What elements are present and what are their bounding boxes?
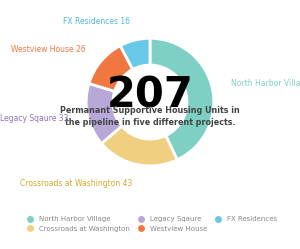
Wedge shape (86, 83, 122, 143)
Text: Permanant Supportive Housing Units in
the pipeline in five different projects.: Permanant Supportive Housing Units in th… (60, 106, 240, 126)
Text: FX Residences 16: FX Residences 16 (63, 17, 130, 26)
Text: Westview House 26: Westview House 26 (11, 45, 86, 54)
Wedge shape (89, 46, 133, 91)
Legend: North Harbor Village, Crossroads at Washington, Legacy Sqaure, Westview House, F: North Harbor Village, Crossroads at Wash… (21, 215, 279, 233)
Text: Legacy Sqaure 33: Legacy Sqaure 33 (0, 115, 69, 124)
Wedge shape (150, 38, 214, 160)
Text: 207: 207 (106, 75, 194, 117)
Wedge shape (101, 126, 177, 166)
Text: North Harbor Village 89: North Harbor Village 89 (231, 79, 300, 88)
Text: Crossroads at Washington 43: Crossroads at Washington 43 (20, 179, 133, 188)
Wedge shape (120, 38, 150, 69)
